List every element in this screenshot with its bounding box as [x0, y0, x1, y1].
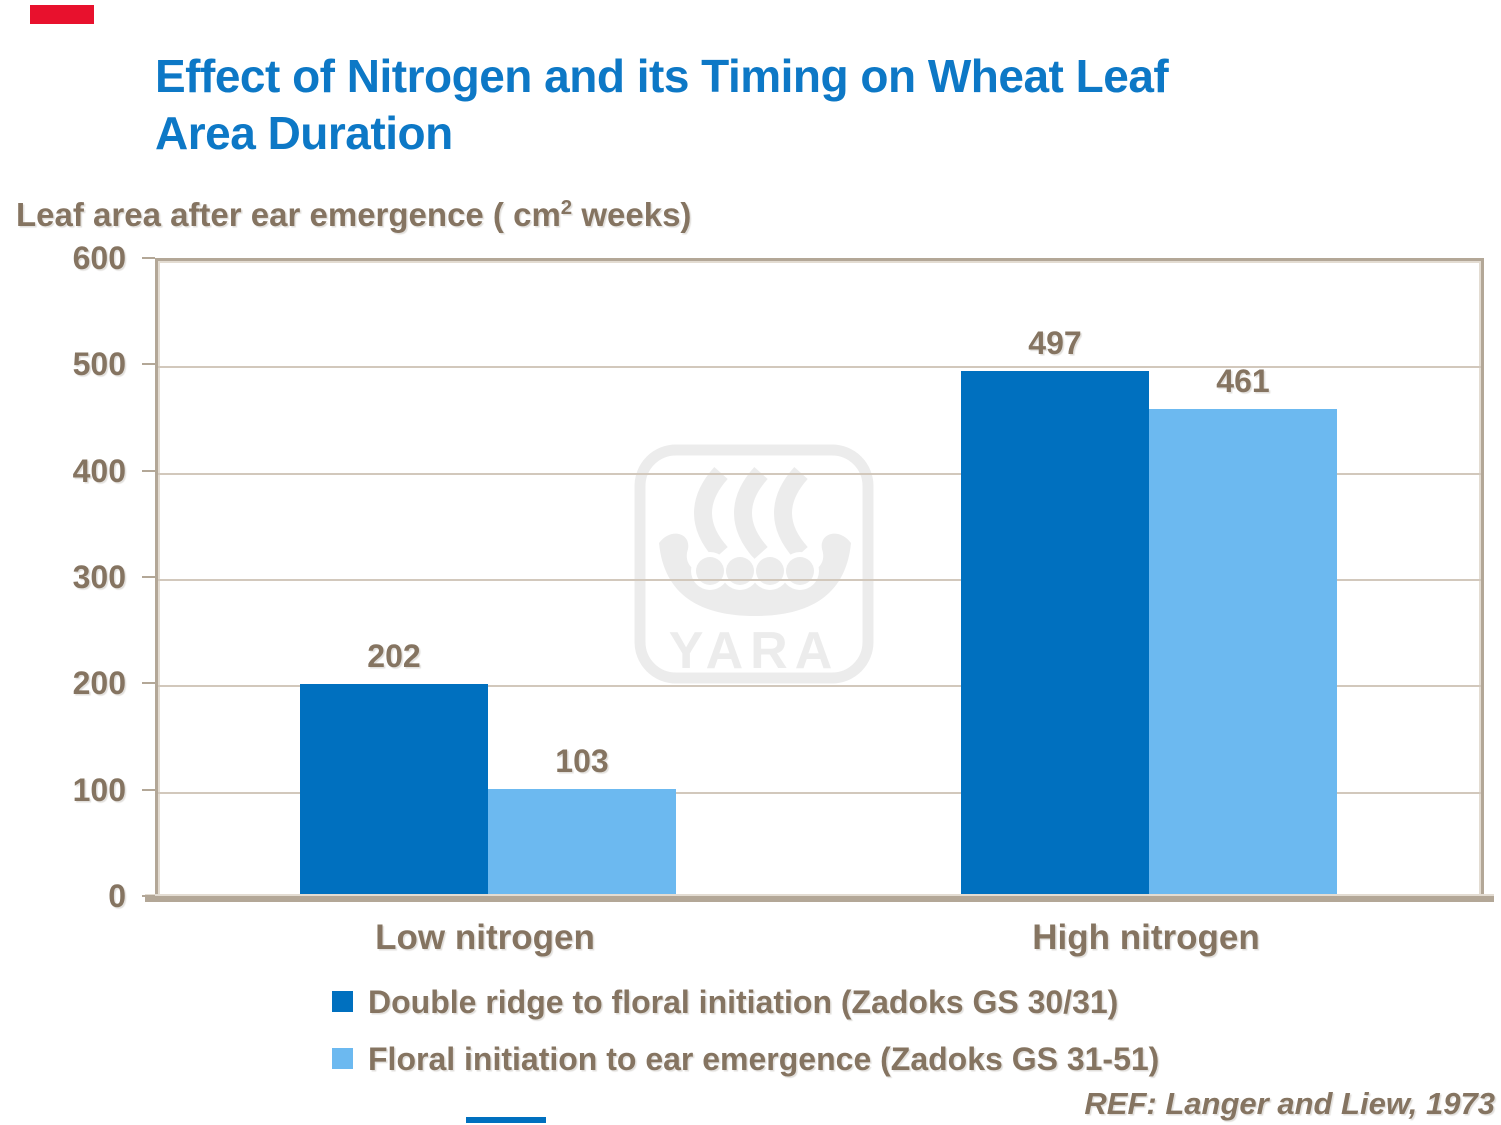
red-accent-bar — [30, 5, 94, 24]
y-tick-label-600: 600 — [72, 240, 126, 276]
y-tick-mark-200 — [142, 682, 155, 685]
legend-label: Double ridge to floral initiation (Zadok… — [368, 984, 1119, 1020]
y-tick-label-100: 100 — [72, 771, 126, 808]
plot-area: YARA 202 103 497 461 — [155, 258, 1484, 899]
y-tick-mark-300 — [142, 576, 155, 578]
y-tick-label-500: 500 — [72, 346, 126, 383]
category-label-low-nitrogen: Low nitrogen — [375, 918, 595, 957]
y-axis-title-superscript: 2 — [560, 196, 573, 219]
gridline-500 — [158, 366, 1481, 369]
y-tick-mark-500 — [142, 363, 155, 366]
reference-citation: REF: Langer and Liew, 1973 — [1084, 1086, 1495, 1121]
bar-value-label: 497 — [1028, 325, 1082, 361]
bar-value-label: 103 — [555, 743, 609, 779]
legend-swatch-icon — [332, 991, 353, 1012]
gridline-400 — [158, 472, 1481, 475]
y-axis-title-text: Leaf area after ear emergence ( cm — [16, 196, 561, 233]
legend-swatch-icon — [332, 1048, 353, 1069]
x-axis-line — [145, 896, 1494, 902]
bar-low-nitrogen-series-1 — [488, 789, 676, 899]
y-tick-label-300: 300 — [72, 559, 126, 595]
blue-accent-line — [466, 1117, 546, 1123]
chart-title: Effect of Nitrogen and its Timing on Whe… — [155, 50, 1169, 159]
y-tick-mark-400 — [142, 469, 155, 472]
bar-value-label: 461 — [1216, 363, 1270, 399]
y-tick-mark-600 — [142, 257, 155, 259]
yara-wordmark: YARA — [669, 622, 840, 680]
bar-high-nitrogen-series-0 — [961, 371, 1149, 899]
bar-low-nitrogen-series-0 — [300, 684, 488, 899]
viking-sails-icon — [694, 466, 808, 560]
y-tick-label-200: 200 — [72, 665, 126, 702]
legend-label: Floral initiation to ear emergence (Zado… — [368, 1041, 1160, 1077]
gridline-100 — [158, 791, 1481, 794]
y-tick-label-0: 0 — [108, 878, 126, 914]
y-axis-title-units: weeks) — [572, 196, 692, 233]
y-axis-title: Leaf area after ear emergence ( cm2 week… — [16, 196, 691, 234]
bar-high-nitrogen-series-1 — [1149, 409, 1337, 899]
y-tick-mark-0 — [142, 895, 155, 897]
yara-watermark-logo: YARA — [634, 444, 874, 684]
y-tick-label-400: 400 — [72, 452, 126, 489]
gridline-200 — [158, 685, 1481, 688]
category-label-high-nitrogen: High nitrogen — [1032, 918, 1260, 957]
bar-value-label: 202 — [367, 638, 421, 674]
y-tick-mark-100 — [142, 788, 155, 791]
gridline-300 — [158, 579, 1481, 581]
